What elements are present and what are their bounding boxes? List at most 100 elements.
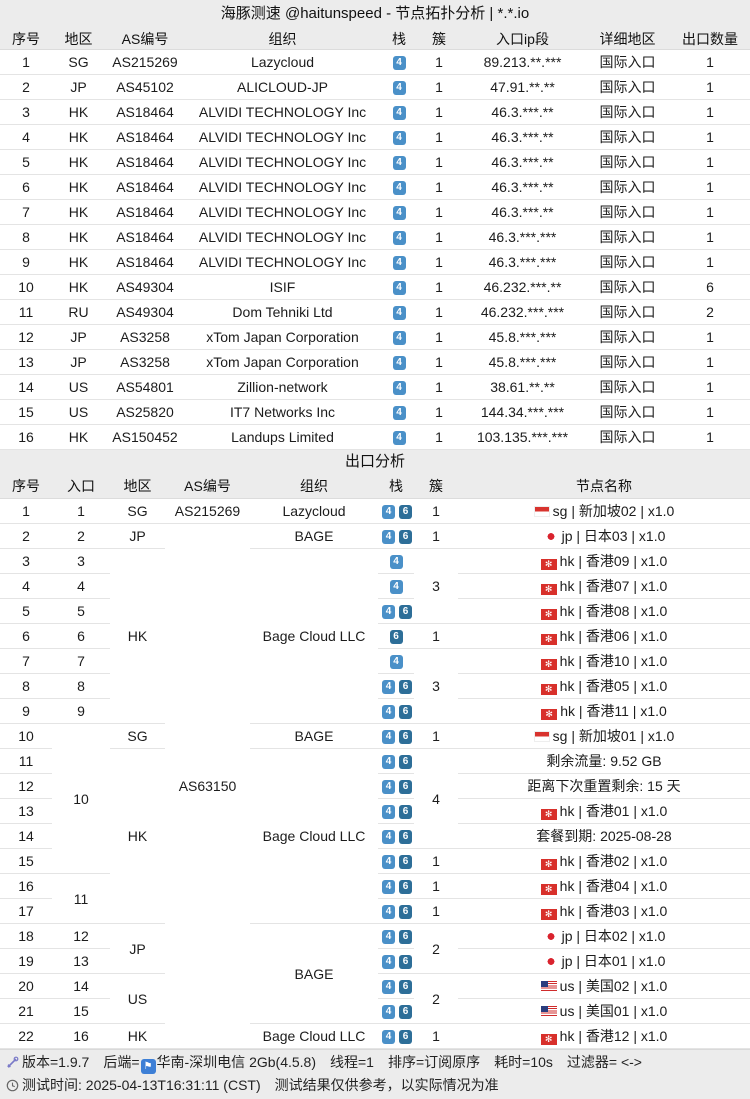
exit-table-row: 14 4 6 套餐到期: 2025-08-28 [0, 823, 750, 849]
entry-cell: 2 [52, 523, 110, 549]
node-name-text: us | 美国02 | x1.0 [559, 978, 668, 994]
index-cell: 14 [0, 374, 52, 400]
index-cell: 8 [0, 673, 52, 699]
cluster-cell: 1 [418, 399, 460, 425]
node-name-cell: ✻ hk | 香港08 | x1.0 [458, 598, 750, 624]
footer-backend-label: 后端= [103, 1054, 140, 1070]
entry-table-row: 15 US AS25820 IT7 Networks Inc 4 1 144.34.***.… [0, 399, 750, 425]
exit-count-cell: 1 [670, 324, 750, 350]
footer-backend-value: 华南-深圳电信 2Gb(4.5.8) [156, 1054, 316, 1070]
footer-time-line: 测试时间: 2025-04-13T16:31:11 (CST) 测试结果仅供参考，… [0, 1074, 750, 1097]
asn-cell: AS18464 [105, 99, 185, 125]
entry-cell: 14 [52, 973, 110, 999]
exit-table-row: 7 7 4 3 ✻ hk | 香港10 | x1.0 [0, 648, 750, 724]
ipv4-badge: 4 [389, 580, 403, 595]
cluster-cell: 1 [414, 873, 458, 899]
cluster-cell: 1 [418, 199, 460, 225]
exit-table-row: 18 12 JP BAGE 4 6 2 jp | 日本02 | x1.0 [0, 923, 750, 1024]
detail-region-cell: 国际入口 [585, 249, 670, 275]
entry-table-row: 7 HK AS18464 ALVIDI TECHNOLOGY Inc 4 1 46.3.**… [0, 199, 750, 225]
org-cell: ALVIDI TECHNOLOGY Inc [185, 174, 380, 200]
asn-cell: AS49304 [105, 274, 185, 300]
detail-region-cell: 国际入口 [585, 274, 670, 300]
node-name-cell: 套餐到期: 2025-08-28 [458, 823, 750, 849]
exit-table-row: 13 4 6 ✻ hk | 香港01 | x1.0 [0, 798, 750, 824]
asn-cell: AS215269 [105, 49, 185, 75]
cluster-cell: 2 [414, 973, 458, 1024]
node-name-text: jp | 日本02 | x1.0 [561, 928, 666, 944]
flag-hk-icon: ✻ [540, 909, 557, 920]
node-name-text: hk | 香港03 | x1.0 [559, 903, 668, 919]
ip-range-cell: 46.3.***.*** [460, 249, 585, 275]
col-entry: 入口 [52, 474, 110, 499]
region-cell: HK [52, 124, 105, 150]
ipv6-badge: 6 [399, 530, 412, 545]
asn-cell: AS215269 [165, 498, 250, 524]
stack-cell: 4 [380, 224, 418, 250]
ipv4-badge: 4 [389, 555, 403, 570]
stack-cell: 4 [378, 548, 414, 574]
ip-range-cell: 144.34.***.*** [460, 399, 585, 425]
ipv6-badge: 6 [399, 930, 412, 945]
index-cell: 2 [0, 74, 52, 100]
node-name-cell: ✻ hk | 香港10 | x1.0 [458, 648, 750, 674]
ipv6-badge: 6 [399, 680, 412, 695]
node-name-text: sg | 新加坡01 | x1.0 [552, 728, 675, 744]
ip-range-cell: 45.8.***.*** [460, 324, 585, 350]
stack-cell: 4 [380, 174, 418, 200]
stack-cell: 4 [380, 274, 418, 300]
node-name-cell: ✻ hk | 香港07 | x1.0 [458, 573, 750, 599]
footer-sort: 排序=订阅原序 [387, 1054, 481, 1070]
entry-table-row: 1 SG AS215269 Lazycloud 4 1 89.213.**.*** 国际入口 1 [0, 49, 750, 75]
stack-cell: 4 [380, 99, 418, 125]
exit-count-cell: 1 [670, 124, 750, 150]
cluster-cell: 1 [418, 174, 460, 200]
ipv4-badge: 4 [392, 206, 406, 221]
index-cell: 19 [0, 948, 52, 974]
node-name-cell: sg | 新加坡02 | x1.0 [458, 498, 750, 524]
ipv4-badge: 4 [382, 730, 395, 745]
index-cell: 4 [0, 573, 52, 599]
footer: 版本=1.9.7 后端= ⚑ 华南-深圳电信 2Gb(4.5.8) 线程=1 排序=订阅原… [0, 1049, 750, 1099]
ip-range-cell: 103.135.***.*** [460, 424, 585, 450]
exit-count-cell: 1 [670, 349, 750, 375]
cluster-cell: 4 [414, 748, 458, 849]
col-stack: 栈 [378, 474, 414, 499]
flag-hk-icon: ✻ [540, 1034, 557, 1045]
cluster-cell: 1 [414, 723, 458, 749]
col-region: 地区 [110, 474, 165, 499]
node-name-cell: 距离下次重置剩余: 15 天 [458, 773, 750, 799]
col-org: 组织 [185, 28, 380, 50]
ipv4-badge: 4 [392, 356, 406, 371]
ipv4-badge: 4 [382, 930, 395, 945]
node-name-cell: ✻ hk | 香港04 | x1.0 [458, 873, 750, 899]
index-cell: 22 [0, 1023, 52, 1049]
asn-cell: AS18464 [105, 149, 185, 175]
exit-count-cell: 1 [670, 374, 750, 400]
asn-cell: AS45102 [105, 74, 185, 100]
detail-region-cell: 国际入口 [585, 349, 670, 375]
node-name-cell: ✻ hk | 香港06 | x1.0 [458, 623, 750, 649]
entry-cell: 15 [52, 998, 110, 1024]
footer-version: 版本=1.9.7 [22, 1054, 90, 1070]
cluster-cell: 2 [414, 923, 458, 974]
dart-icon [7, 1056, 19, 1068]
ipv4-badge: 4 [382, 1030, 395, 1045]
detail-region-cell: 国际入口 [585, 199, 670, 225]
detail-region-cell: 国际入口 [585, 424, 670, 450]
node-name-text: hk | 香港11 | x1.0 [560, 703, 667, 719]
region-cell: SG [52, 49, 105, 75]
flag-hk-icon: ✻ [540, 684, 557, 695]
entry-table-row: 14 US AS54801 Zillion-network 4 1 38.61.**.** 国… [0, 374, 750, 400]
ipv4-badge: 4 [382, 955, 395, 970]
region-cell: HK [110, 548, 165, 724]
index-cell: 13 [0, 798, 52, 824]
ipv4-badge: 4 [382, 705, 395, 720]
